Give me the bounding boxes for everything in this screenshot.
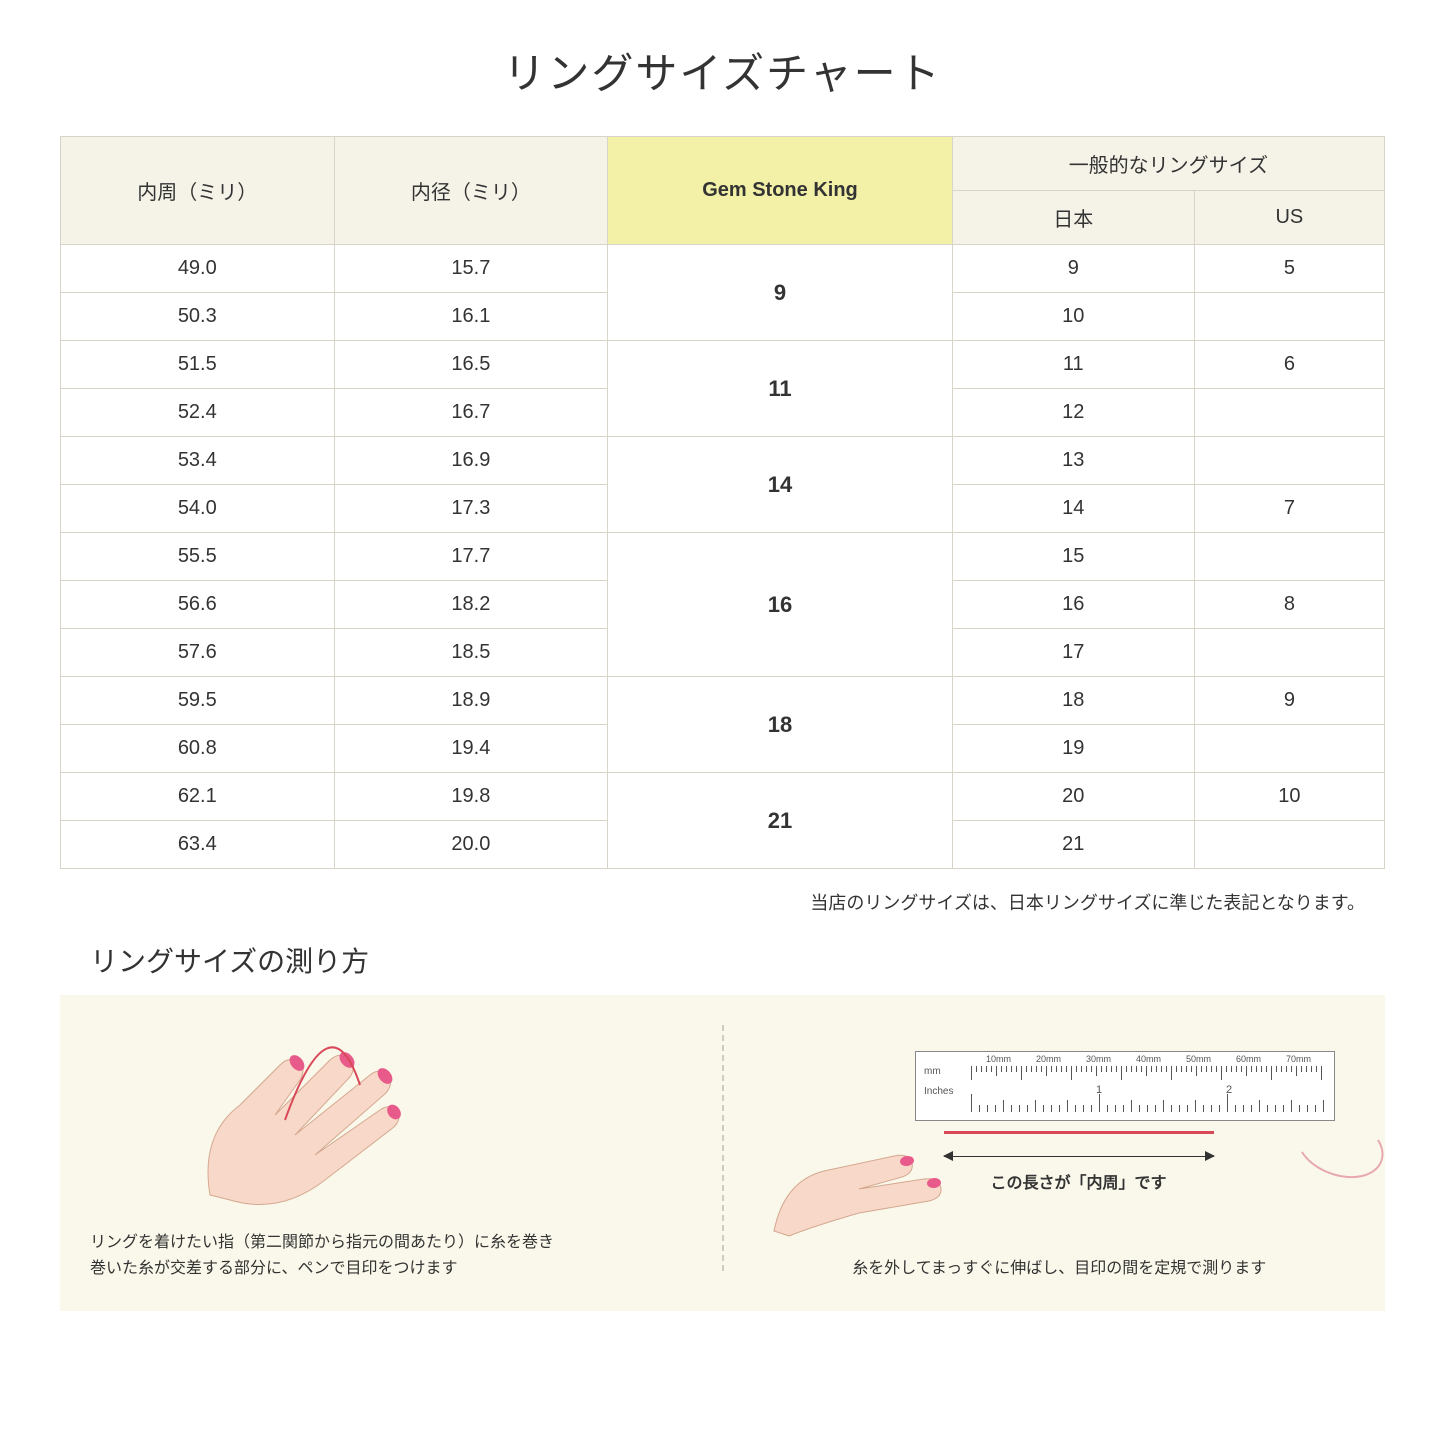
table-row: 59.518.918189 (61, 677, 1385, 725)
inch-2: 2 (1226, 1084, 1232, 1096)
cell-us: 10 (1194, 773, 1384, 821)
cell-gsk: 14 (608, 437, 953, 533)
table-row: 53.416.91413 (61, 437, 1385, 485)
cell-diameter: 16.1 (334, 293, 608, 341)
cell-japan: 21 (952, 821, 1194, 869)
cell-us: 5 (1194, 245, 1384, 293)
cell-gsk: 11 (608, 341, 953, 437)
cell-circumference: 50.3 (61, 293, 335, 341)
cell-us (1194, 725, 1384, 773)
cell-us (1194, 389, 1384, 437)
table-row: 55.517.71615 (61, 533, 1385, 581)
page-title: リングサイズチャート (60, 40, 1385, 101)
ruler-mm-label: mm (924, 1066, 941, 1077)
cell-gsk: 18 (608, 677, 953, 773)
cell-diameter: 19.8 (334, 773, 608, 821)
cell-diameter: 17.3 (334, 485, 608, 533)
ruler-mm-mark: 20mm (1036, 1054, 1061, 1064)
cell-circumference: 54.0 (61, 485, 335, 533)
cell-japan: 17 (952, 629, 1194, 677)
instruction-left-text: リングを着けたい指（第二関節から指元の間あたり）に糸を巻き 巻いた糸が交差する部… (90, 1230, 682, 1281)
cell-japan: 15 (952, 533, 1194, 581)
hand-icon (208, 1047, 404, 1204)
instruction-left-panel: リングを着けたい指（第二関節から指元の間あたり）に糸を巻き 巻いた糸が交差する部… (90, 1015, 682, 1281)
panel-divider (722, 1025, 724, 1271)
cell-gsk: 21 (608, 773, 953, 869)
header-gsk: Gem Stone King (608, 137, 953, 245)
ruler-illustration: mm Inches 10mm 20mm 30mm 40mm 50mm 60mm 70mm 1… (764, 1041, 1356, 1241)
cell-us (1194, 533, 1384, 581)
cell-japan: 14 (952, 485, 1194, 533)
cell-us: 9 (1194, 677, 1384, 725)
inch-1: 1 (1096, 1084, 1102, 1096)
cell-japan: 11 (952, 341, 1194, 389)
header-general: 一般的なリングサイズ (952, 137, 1384, 191)
cell-circumference: 52.4 (61, 389, 335, 437)
instruction-right-text: 糸を外してまっすぐに伸ばし、目印の間を定規で測ります (764, 1256, 1356, 1282)
ruler-mm-mark: 70mm (1286, 1054, 1311, 1064)
measure-arrow (944, 1156, 1214, 1157)
cell-circumference: 55.5 (61, 533, 335, 581)
cell-japan: 9 (952, 245, 1194, 293)
cell-us (1194, 821, 1384, 869)
cell-diameter: 18.2 (334, 581, 608, 629)
header-diameter: 内径（ミリ） (334, 137, 608, 245)
cell-japan: 16 (952, 581, 1194, 629)
arrow-label: この長さが「内周」です (944, 1169, 1214, 1193)
cell-gsk: 16 (608, 533, 953, 677)
size-chart-table: 内周（ミリ） 内径（ミリ） Gem Stone King 一般的なリングサイズ … (60, 136, 1385, 869)
cell-diameter: 17.7 (334, 533, 608, 581)
cell-japan: 18 (952, 677, 1194, 725)
ruler-mm-mark: 60mm (1236, 1054, 1261, 1064)
cell-japan: 13 (952, 437, 1194, 485)
header-us: US (1194, 191, 1384, 245)
cell-diameter: 19.4 (334, 725, 608, 773)
thread-line (944, 1131, 1214, 1134)
table-row: 49.015.7995 (61, 245, 1385, 293)
cell-circumference: 49.0 (61, 245, 335, 293)
cell-diameter: 15.7 (334, 245, 608, 293)
header-circumference: 内周（ミリ） (61, 137, 335, 245)
cell-us (1194, 293, 1384, 341)
cell-circumference: 59.5 (61, 677, 335, 725)
cell-diameter: 16.5 (334, 341, 608, 389)
cell-us: 7 (1194, 485, 1384, 533)
cell-gsk: 9 (608, 245, 953, 341)
cell-diameter: 20.0 (334, 821, 608, 869)
cell-us: 6 (1194, 341, 1384, 389)
cell-diameter: 18.5 (334, 629, 608, 677)
ruler-mm-mark: 50mm (1186, 1054, 1211, 1064)
ruler-mm-mark: 40mm (1136, 1054, 1161, 1064)
ruler-in-label: Inches (924, 1086, 953, 1097)
cell-circumference: 56.6 (61, 581, 335, 629)
cell-circumference: 57.6 (61, 629, 335, 677)
cell-japan: 12 (952, 389, 1194, 437)
cell-us (1194, 629, 1384, 677)
cell-us (1194, 437, 1384, 485)
instruction-right-panel: mm Inches 10mm 20mm 30mm 40mm 50mm 60mm 70mm 1… (764, 1015, 1356, 1281)
ruler-mm-mark: 30mm (1086, 1054, 1111, 1064)
cell-diameter: 16.7 (334, 389, 608, 437)
cell-diameter: 16.9 (334, 437, 608, 485)
cell-circumference: 53.4 (61, 437, 335, 485)
hand-wrap-illustration (90, 1015, 682, 1215)
cell-us: 8 (1194, 581, 1384, 629)
ruler-icon: mm Inches 10mm 20mm 30mm 40mm 50mm 60mm 70mm 1… (915, 1051, 1335, 1121)
cell-japan: 10 (952, 293, 1194, 341)
table-row: 62.119.8212010 (61, 773, 1385, 821)
cell-circumference: 62.1 (61, 773, 335, 821)
cell-circumference: 51.5 (61, 341, 335, 389)
header-japan: 日本 (952, 191, 1194, 245)
cell-circumference: 60.8 (61, 725, 335, 773)
instructions-panel: リングを着けたい指（第二関節から指元の間あたり）に糸を巻き 巻いた糸が交差する部… (60, 995, 1385, 1311)
ruler-mm-mark: 10mm (986, 1054, 1011, 1064)
cell-diameter: 18.9 (334, 677, 608, 725)
cell-japan: 20 (952, 773, 1194, 821)
measure-subtitle: リングサイズの測り方 (60, 940, 1385, 980)
cell-japan: 19 (952, 725, 1194, 773)
cell-circumference: 63.4 (61, 821, 335, 869)
table-note: 当店のリングサイズは、日本リングサイズに準じた表記となります。 (60, 889, 1385, 915)
hand-point-icon (774, 1155, 941, 1236)
table-row: 51.516.511116 (61, 341, 1385, 389)
